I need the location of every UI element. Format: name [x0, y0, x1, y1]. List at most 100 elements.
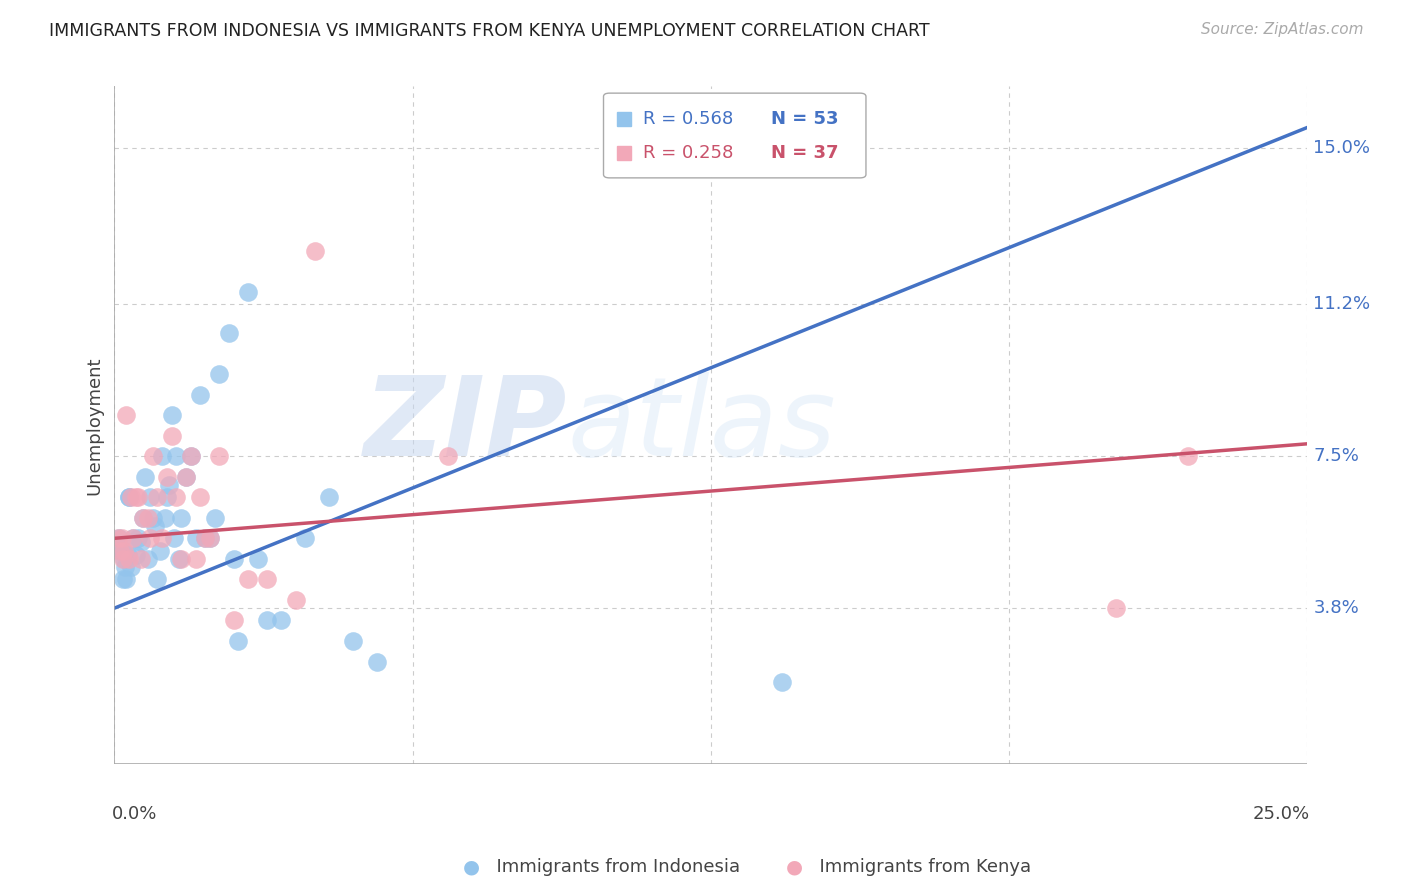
Point — [222, 614, 245, 628]
Point — [156, 469, 179, 483]
Point — [125, 548, 148, 562]
Point — [198, 531, 221, 545]
Point — [218, 326, 240, 340]
Text: N = 53: N = 53 — [770, 110, 838, 128]
Point — [294, 531, 316, 545]
Text: Immigrants from Indonesia: Immigrants from Indonesia — [485, 858, 740, 876]
Point — [108, 531, 131, 545]
Point — [143, 519, 166, 533]
Point — [112, 543, 135, 558]
Point — [194, 531, 217, 545]
Point — [153, 510, 176, 524]
Point — [122, 531, 145, 545]
Point — [134, 469, 156, 483]
Point — [115, 408, 138, 422]
Point — [208, 367, 231, 381]
Text: ZIP: ZIP — [364, 372, 568, 479]
Point — [139, 490, 162, 504]
Point — [156, 490, 179, 504]
Point — [204, 510, 226, 524]
Point — [256, 573, 278, 587]
Point — [136, 510, 159, 524]
Point — [188, 387, 211, 401]
Point — [184, 552, 207, 566]
Point — [318, 490, 340, 504]
Point — [115, 573, 138, 587]
Point — [118, 490, 141, 504]
Text: IMMIGRANTS FROM INDONESIA VS IMMIGRANTS FROM KENYA UNEMPLOYMENT CORRELATION CHAR: IMMIGRANTS FROM INDONESIA VS IMMIGRANTS … — [49, 22, 929, 40]
Point — [236, 573, 259, 587]
Point — [150, 531, 173, 545]
FancyBboxPatch shape — [603, 93, 866, 178]
Text: Source: ZipAtlas.com: Source: ZipAtlas.com — [1201, 22, 1364, 37]
Text: R = 0.568: R = 0.568 — [643, 110, 733, 128]
Point — [174, 469, 197, 483]
Point — [198, 531, 221, 545]
Text: Immigrants from Kenya: Immigrants from Kenya — [808, 858, 1032, 876]
Point — [165, 490, 187, 504]
Point — [157, 478, 180, 492]
Point — [129, 535, 152, 549]
Point — [170, 552, 193, 566]
Point — [142, 510, 165, 524]
Y-axis label: Unemployment: Unemployment — [86, 356, 103, 494]
Text: R = 0.258: R = 0.258 — [643, 144, 734, 161]
Point — [208, 449, 231, 463]
Point — [108, 543, 131, 558]
Point — [110, 531, 132, 545]
Point — [136, 552, 159, 566]
Point — [110, 543, 132, 558]
Point — [180, 449, 202, 463]
Point — [165, 449, 187, 463]
Point — [188, 490, 211, 504]
Point — [772, 675, 794, 690]
Point — [111, 573, 134, 587]
Point — [194, 531, 217, 545]
Point — [125, 490, 148, 504]
Point — [149, 543, 172, 558]
Text: 7.5%: 7.5% — [1313, 447, 1360, 465]
Point — [284, 593, 307, 607]
Point — [170, 510, 193, 524]
Point — [236, 285, 259, 299]
Point — [132, 510, 155, 524]
Point — [184, 531, 207, 545]
Point — [160, 408, 183, 422]
Point — [118, 490, 141, 504]
Text: 0.0%: 0.0% — [112, 805, 157, 823]
Text: N = 37: N = 37 — [770, 144, 838, 161]
Point — [111, 552, 134, 566]
Text: 11.2%: 11.2% — [1313, 295, 1371, 313]
Point — [342, 634, 364, 648]
Point — [114, 560, 136, 574]
Point — [122, 531, 145, 545]
Point — [120, 490, 142, 504]
Point — [146, 573, 169, 587]
Point — [146, 490, 169, 504]
Point — [366, 655, 388, 669]
Point — [107, 540, 129, 554]
Text: ●: ● — [786, 857, 803, 877]
Point — [160, 428, 183, 442]
Point — [180, 449, 202, 463]
Point — [118, 552, 141, 566]
Point — [127, 531, 149, 545]
Point — [117, 548, 139, 562]
Point — [163, 531, 186, 545]
Point — [174, 469, 197, 483]
Point — [142, 449, 165, 463]
Text: 3.8%: 3.8% — [1313, 599, 1360, 617]
Point — [1177, 449, 1199, 463]
Point — [256, 614, 278, 628]
Point — [222, 552, 245, 566]
Point — [304, 244, 326, 258]
Point — [1105, 601, 1128, 615]
Point — [228, 634, 250, 648]
Point — [437, 449, 460, 463]
Text: 25.0%: 25.0% — [1253, 805, 1310, 823]
Point — [246, 552, 269, 566]
Point — [120, 560, 142, 574]
Point — [132, 510, 155, 524]
Point — [112, 552, 135, 566]
Point — [108, 543, 131, 558]
